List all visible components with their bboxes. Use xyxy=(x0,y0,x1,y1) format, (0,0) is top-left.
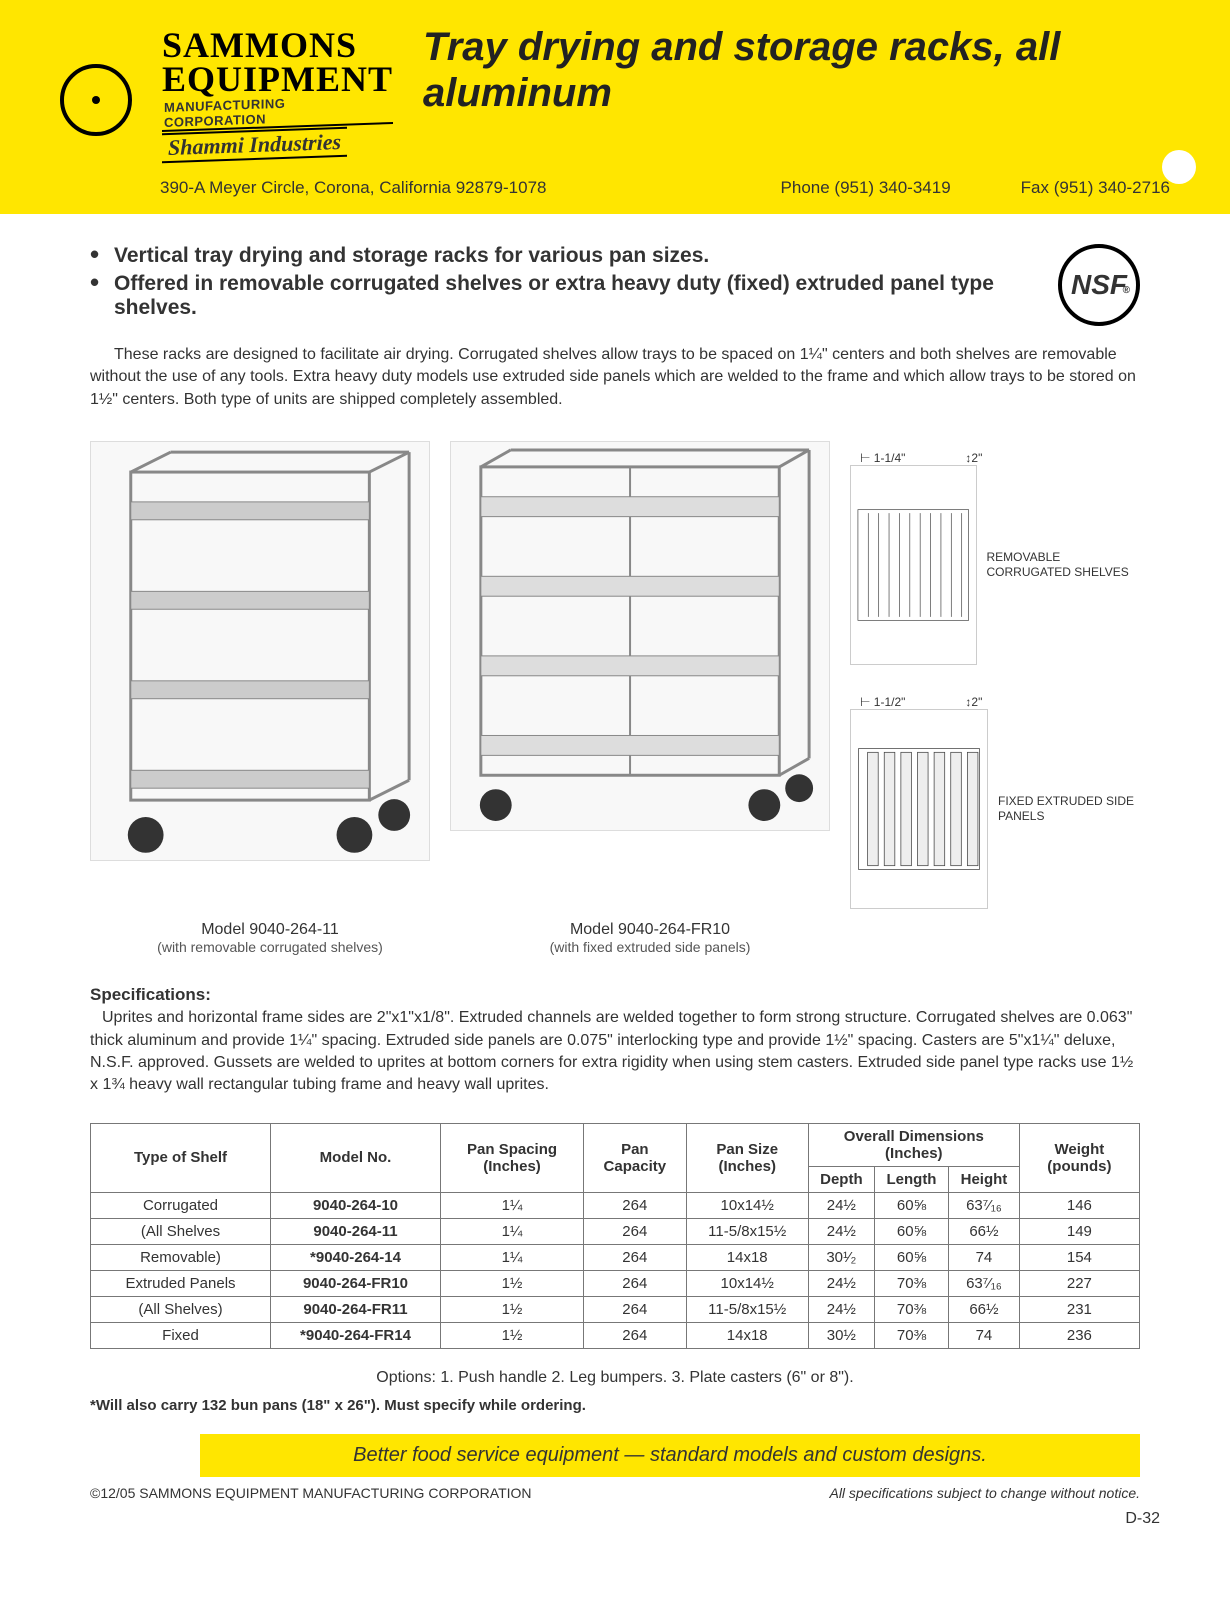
group2-l1: Extruded Panels xyxy=(91,1270,271,1296)
diagrams-column: ⊢ 1-1/4" ↕2" REMOVABLE COR xyxy=(850,441,1140,909)
page-number: D-32 xyxy=(1125,1510,1160,1528)
diagram-2: ⊢ 1-1/2" ↕2" FIXED EXTRUDED SIDE PANELS xyxy=(850,695,1140,909)
extruded-diagram xyxy=(850,709,988,909)
punch-hole-icon xyxy=(1162,150,1196,184)
th-height: Height xyxy=(949,1166,1020,1192)
th-weight: Weight (pounds) xyxy=(1019,1123,1139,1192)
image-captions: Model 9040-264-11 (with removable corrug… xyxy=(90,921,1140,955)
corrugated-diagram xyxy=(850,465,977,665)
bullet-2: Offered in removable corrugated shelves … xyxy=(90,272,1038,320)
specs-heading: Specifications: xyxy=(90,985,1140,1005)
th-spacing: Pan Spacing (Inches) xyxy=(441,1123,584,1192)
table-row: Fixed *9040-264-FR14 1½ 264 14x18 30½ 70… xyxy=(91,1322,1140,1348)
table-row: Removable) *9040-264-14 1¼ 264 14x18 30¹… xyxy=(91,1244,1140,1270)
th-pansize: Pan Size (Inches) xyxy=(686,1123,808,1192)
nsf-badge-icon: NSF xyxy=(1058,244,1140,326)
header-banner: SAMMONS EQUIPMENT MANUFACTURING CORPORAT… xyxy=(0,0,1230,214)
bullet-1: Vertical tray drying and storage racks f… xyxy=(90,244,1038,268)
intro-paragraph: These racks are designed to facilitate a… xyxy=(90,344,1140,411)
fax-text: Fax (951) 340-2716 xyxy=(1021,178,1170,198)
group2-l2: (All Shelves) xyxy=(91,1296,271,1322)
product-image-2 xyxy=(450,441,830,831)
th-depth: Depth xyxy=(808,1166,874,1192)
mfg-corp-label: MANUFACTURING CORPORATION xyxy=(162,92,393,132)
product-images-row: ⊢ 1-1/4" ↕2" REMOVABLE COR xyxy=(90,441,1140,909)
th-overall: Overall Dimensions (Inches) xyxy=(808,1123,1019,1166)
table-row: (All Shelves 9040-264-11 1¼ 264 11-5/8x1… xyxy=(91,1218,1140,1244)
table-row: (All Shelves) 9040-264-FR11 1½ 264 11-5/… xyxy=(91,1296,1140,1322)
dim-1a: ⊢ 1-1/4" xyxy=(860,451,905,465)
diagram-1-label: REMOVABLE CORRUGATED SHELVES xyxy=(987,550,1140,581)
address-row: 390-A Meyer Circle, Corona, California 9… xyxy=(60,178,1170,198)
subbrand-label: Shammi Industries xyxy=(162,127,347,163)
product-col-2 xyxy=(450,441,830,831)
disclaimer-text: All specifications subject to change wit… xyxy=(829,1485,1140,1501)
copyright-text: ©12/05 SAMMONS EQUIPMENT MANUFACTURING C… xyxy=(90,1485,532,1501)
table-row: Extruded Panels 9040-264-FR10 1½ 264 10x… xyxy=(91,1270,1140,1296)
product-image-1 xyxy=(90,441,430,861)
group1-l1: Corrugated xyxy=(91,1192,271,1218)
footnote-text: *Will also carry 132 bun pans (18" x 26"… xyxy=(90,1397,1140,1414)
spec-table: Type of Shelf Model No. Pan Spacing (Inc… xyxy=(90,1123,1140,1349)
company-logo-text: SAMMONS EQUIPMENT MANUFACTURING CORPORAT… xyxy=(162,24,393,160)
logo-circle-icon xyxy=(60,64,132,136)
feature-bullets: Vertical tray drying and storage racks f… xyxy=(90,244,1140,326)
specs-body: Uprites and horizontal frame sides are 2… xyxy=(90,1007,1140,1097)
th-model: Model No. xyxy=(271,1123,441,1192)
product-title: Tray drying and storage racks, all alumi… xyxy=(423,24,1130,116)
address-text: 390-A Meyer Circle, Corona, California 9… xyxy=(160,178,741,198)
dim-1b: ↕2" xyxy=(965,451,982,465)
table-row: Corrugated 9040-264-10 1¼ 264 10x14½ 24½… xyxy=(91,1192,1140,1218)
th-type: Type of Shelf xyxy=(91,1123,271,1192)
diagram-2-label: FIXED EXTRUDED SIDE PANELS xyxy=(998,794,1140,825)
title-block: Tray drying and storage racks, all alumi… xyxy=(423,24,1170,116)
product-col-1 xyxy=(90,441,430,861)
footer-row: ©12/05 SAMMONS EQUIPMENT MANUFACTURING C… xyxy=(0,1477,1230,1501)
phone-text: Phone (951) 340-3419 xyxy=(781,178,951,198)
group1-l2: (All Shelves xyxy=(91,1218,271,1244)
th-capacity: Pan Capacity xyxy=(584,1123,687,1192)
diagram-1: ⊢ 1-1/4" ↕2" REMOVABLE COR xyxy=(850,451,1140,665)
caption-sub-1: (with removable corrugated shelves) xyxy=(90,939,450,955)
th-length: Length xyxy=(874,1166,948,1192)
group2-l3: Fixed xyxy=(91,1322,271,1348)
dim-2a: ⊢ 1-1/2" xyxy=(860,695,905,709)
dim-2b: ↕2" xyxy=(965,695,982,709)
caption-sub-2: (with fixed extruded side panels) xyxy=(450,939,850,955)
options-text: Options: 1. Push handle 2. Leg bumpers. … xyxy=(90,1369,1140,1387)
caption-model-1: Model 9040-264-11 xyxy=(90,921,450,939)
caption-model-2: Model 9040-264-FR10 xyxy=(450,921,850,939)
tagline-banner: Better food service equipment — standard… xyxy=(200,1434,1140,1477)
group1-l3: Removable) xyxy=(91,1244,271,1270)
